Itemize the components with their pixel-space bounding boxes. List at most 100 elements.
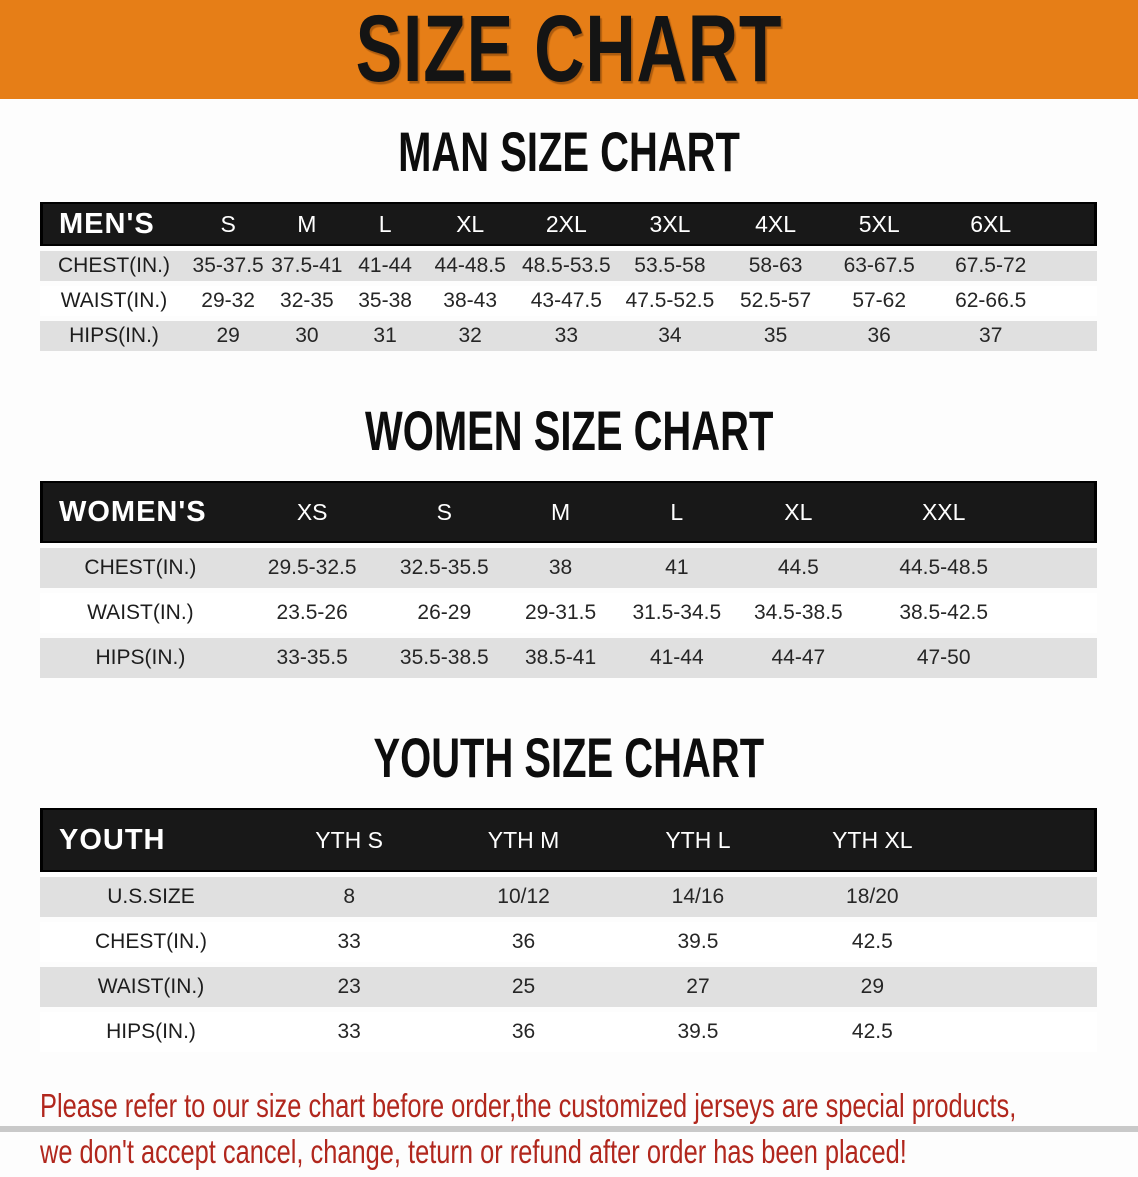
size-value-cell: 52.5-57 [722, 286, 829, 316]
size-value-cell: 26-29 [383, 593, 506, 633]
row-label: HIPS(IN.) [40, 638, 241, 678]
size-value-cell: 41-44 [345, 251, 425, 281]
size-value-cell: 33 [515, 321, 618, 351]
size-value-cell: 18/20 [785, 877, 960, 917]
table-row: CHEST(IN.) 29.5-32.5 32.5-35.5 38 41 44.5 44.5… [40, 548, 1097, 588]
table-row: U.S.SIZE 8 10/12 14/16 18/20 [40, 877, 1097, 917]
column-header: L [616, 481, 738, 543]
row-label: HIPS(IN.) [40, 321, 188, 351]
column-header: 6XL [929, 202, 1052, 246]
size-value-cell: 31.5-34.5 [616, 593, 738, 633]
size-value-cell: 35 [722, 321, 829, 351]
size-value-cell: 36 [436, 922, 611, 962]
column-header-filler [1051, 202, 1097, 246]
column-header: S [383, 481, 506, 543]
size-value-cell: 57-62 [828, 286, 930, 316]
man-section-heading: MAN SIZE CHART [0, 122, 1138, 181]
table-header-row: WOMEN'S XS S M L XL XXL [40, 481, 1097, 543]
size-value-cell: 37 [929, 321, 1052, 351]
size-value-cell: 29 [187, 321, 269, 351]
size-value-cell: 14/16 [610, 877, 786, 917]
filler-cell [959, 922, 1097, 962]
filler-cell [1028, 593, 1097, 633]
man-size-section: MAN SIZE CHART MEN'S S M L XL 2XL 3XL 4XL 5XL 6XL… [0, 122, 1138, 356]
size-value-cell: 34 [617, 321, 723, 351]
column-header: M [505, 481, 617, 543]
size-value-cell: 38.5-41 [505, 638, 617, 678]
column-header: XL [424, 202, 516, 246]
filler-cell [959, 1012, 1097, 1052]
table-row: HIPS(IN.) 33 36 39.5 42.5 [40, 1012, 1097, 1052]
table-group-label: MEN'S [40, 202, 188, 246]
size-value-cell: 29-32 [187, 286, 269, 316]
disclaimer-line-1: Please refer to our size chart before or… [40, 1086, 1017, 1125]
table-row: HIPS(IN.) 29 30 31 32 33 34 35 36 37 [40, 321, 1097, 351]
column-header: L [345, 202, 425, 246]
size-value-cell: 47.5-52.5 [617, 286, 723, 316]
size-value-cell: 48.5-53.5 [515, 251, 618, 281]
table-header-row: YOUTH YTH S YTH M YTH L YTH XL [40, 808, 1097, 872]
column-header: YTH M [436, 808, 611, 872]
size-value-cell: 34.5-38.5 [737, 593, 860, 633]
size-value-cell: 43-47.5 [515, 286, 618, 316]
size-value-cell: 39.5 [610, 922, 786, 962]
filler-cell [1051, 251, 1097, 281]
size-value-cell: 47-50 [859, 638, 1029, 678]
row-label: CHEST(IN.) [40, 548, 241, 588]
size-value-cell: 23 [261, 967, 437, 1007]
youth-section-heading: YOUTH SIZE CHART [0, 728, 1138, 787]
table-row: CHEST(IN.) 35-37.5 37.5-41 41-44 44-48.5 48.5… [40, 251, 1097, 281]
column-header: 4XL [722, 202, 829, 246]
size-chart-banner: SIZE CHART [0, 0, 1138, 102]
women-section-heading: WOMEN SIZE CHART [0, 401, 1138, 460]
table-row: WAIST(IN.) 29-32 32-35 35-38 38-43 43-47.5 47.… [40, 286, 1097, 316]
size-value-cell: 44-47 [737, 638, 860, 678]
row-label: CHEST(IN.) [40, 922, 262, 962]
size-value-cell: 62-66.5 [929, 286, 1052, 316]
size-value-cell: 33-35.5 [240, 638, 384, 678]
table-row: CHEST(IN.) 33 36 39.5 42.5 [40, 922, 1097, 962]
column-header: 2XL [515, 202, 618, 246]
size-value-cell: 44.5-48.5 [859, 548, 1029, 588]
size-value-cell: 33 [261, 1012, 437, 1052]
size-value-cell: 29-31.5 [505, 593, 617, 633]
column-header: XL [737, 481, 860, 543]
row-label: WAIST(IN.) [40, 593, 241, 633]
youth-size-section: YOUTH SIZE CHART YOUTH YTH S YTH M YTH L YTH… [0, 728, 1138, 1057]
size-value-cell: 8 [261, 877, 437, 917]
size-value-cell: 35-37.5 [187, 251, 269, 281]
column-header: S [187, 202, 269, 246]
table-row: WAIST(IN.) 23 25 27 29 [40, 967, 1097, 1007]
size-value-cell: 32 [424, 321, 516, 351]
table-group-label: YOUTH [40, 808, 262, 872]
size-value-cell: 32.5-35.5 [383, 548, 506, 588]
size-value-cell: 36 [828, 321, 930, 351]
size-value-cell: 31 [345, 321, 425, 351]
filler-cell [1051, 286, 1097, 316]
youth-size-table: YOUTH YTH S YTH M YTH L YTH XL U.S.SIZE 8 10/12… [40, 803, 1097, 1057]
row-label: U.S.SIZE [40, 877, 262, 917]
table-row: WAIST(IN.) 23.5-26 26-29 29-31.5 31.5-34.5 34… [40, 593, 1097, 633]
filler-cell [1028, 548, 1097, 588]
size-value-cell: 38-43 [424, 286, 516, 316]
size-value-cell: 41-44 [616, 638, 738, 678]
women-size-table: WOMEN'S XS S M L XL XXL CHEST(IN.) 29.5-32.5 32.5… [40, 476, 1097, 683]
size-value-cell: 63-67.5 [828, 251, 930, 281]
disclaimer-line-2: we don't accept cancel, change, teturn o… [40, 1132, 907, 1171]
column-header: 5XL [828, 202, 930, 246]
size-value-cell: 38.5-42.5 [859, 593, 1029, 633]
column-header: YTH XL [785, 808, 960, 872]
table-row: HIPS(IN.) 33-35.5 35.5-38.5 38.5-41 41-44 44-… [40, 638, 1097, 678]
women-size-section: WOMEN SIZE CHART WOMEN'S XS S M L XL XXL CHEST(… [0, 401, 1138, 683]
size-value-cell: 42.5 [785, 1012, 960, 1052]
size-value-cell: 23.5-26 [240, 593, 384, 633]
size-value-cell: 30 [268, 321, 346, 351]
women-section-heading-text: WOMEN SIZE CHART [364, 399, 774, 462]
row-label: HIPS(IN.) [40, 1012, 262, 1052]
size-value-cell: 29 [785, 967, 960, 1007]
size-value-cell: 44-48.5 [424, 251, 516, 281]
size-value-cell: 36 [436, 1012, 611, 1052]
size-value-cell: 33 [261, 922, 437, 962]
column-header: YTH S [261, 808, 437, 872]
filler-cell [959, 877, 1097, 917]
